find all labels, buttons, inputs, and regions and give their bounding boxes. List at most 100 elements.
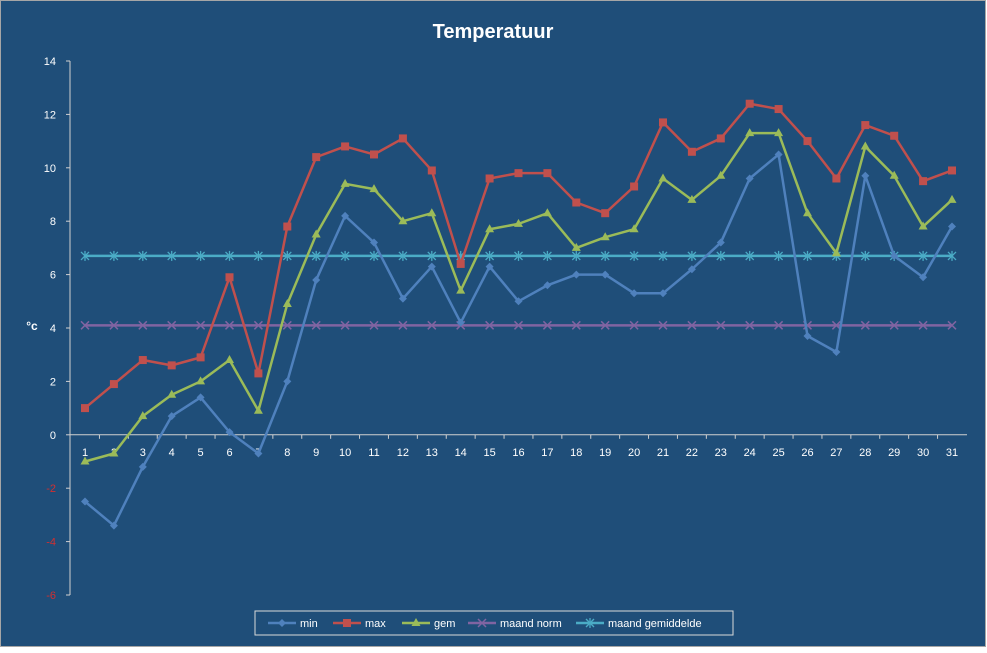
data-point-gem bbox=[514, 218, 523, 227]
data-point-maand-norm bbox=[340, 320, 350, 330]
data-point-maand-norm-stroke bbox=[109, 320, 119, 330]
axes: -6-4-20246810121412345678910111213141516… bbox=[44, 56, 967, 602]
data-point-maand-gemiddelde bbox=[225, 250, 234, 261]
data-point-max bbox=[774, 105, 783, 114]
data-point-max bbox=[485, 174, 494, 183]
data-point-maand-norm-stroke bbox=[774, 320, 784, 330]
legend-label: min bbox=[300, 618, 318, 630]
data-point-maand-norm-stroke bbox=[745, 320, 755, 330]
data-point-max bbox=[861, 121, 870, 130]
x-tick-label: 17 bbox=[541, 447, 553, 459]
data-point-min bbox=[225, 428, 234, 437]
data-point-maand-norm bbox=[369, 320, 379, 330]
data-point-gem bbox=[629, 224, 639, 233]
legend-label: maand norm bbox=[500, 618, 562, 630]
data-point-maand-norm-stroke bbox=[687, 320, 697, 330]
legend-item-maand-norm: maand norm bbox=[468, 618, 562, 630]
data-point-maand-gemiddelde bbox=[167, 250, 177, 261]
x-tick-label: 12 bbox=[397, 447, 409, 459]
x-tick-label: 18 bbox=[570, 447, 582, 459]
data-point-maand-gemiddelde bbox=[253, 250, 263, 261]
data-point-maand-norm bbox=[831, 320, 841, 330]
series-max bbox=[81, 99, 956, 413]
data-point-maand-norm-stroke bbox=[571, 320, 581, 330]
data-point-min bbox=[659, 289, 667, 298]
data-point-gem bbox=[658, 173, 668, 182]
legend-swatch-marker-stroke bbox=[477, 618, 487, 628]
data-point-gem bbox=[947, 194, 957, 203]
data-point-min bbox=[630, 289, 639, 298]
x-tick-label: 26 bbox=[801, 447, 813, 459]
x-tick-label: 13 bbox=[426, 447, 438, 459]
data-point-maand-norm bbox=[253, 320, 263, 330]
legend-label: max bbox=[365, 618, 386, 630]
data-point-gem bbox=[456, 285, 466, 294]
data-point-max bbox=[832, 174, 841, 183]
series-min bbox=[81, 150, 956, 530]
data-point-maand-norm bbox=[196, 320, 206, 330]
data-point-min bbox=[832, 348, 841, 357]
data-point-gem bbox=[196, 376, 206, 385]
data-point-gem bbox=[745, 128, 755, 137]
data-point-maand-norm bbox=[687, 320, 697, 330]
data-point-maand-gemiddelde bbox=[282, 250, 292, 261]
legend-swatch-marker bbox=[411, 618, 421, 626]
data-point-min bbox=[716, 238, 725, 247]
x-tick-label: 11 bbox=[368, 447, 379, 459]
x-tick-label: 25 bbox=[772, 447, 784, 459]
data-point-max bbox=[138, 356, 147, 365]
data-point-maand-norm-stroke bbox=[427, 320, 437, 330]
data-point-maand-norm bbox=[947, 320, 957, 330]
data-point-gem bbox=[542, 208, 552, 217]
y-tick-label: 0 bbox=[50, 430, 56, 442]
data-point-maand-gemiddelde bbox=[745, 250, 755, 261]
legend-item-gem: gem bbox=[402, 618, 455, 630]
legend-item-max: max bbox=[333, 618, 386, 630]
legend-swatch-marker bbox=[477, 618, 487, 628]
data-point-maand-norm bbox=[167, 320, 177, 330]
data-point-maand-gemiddelde bbox=[514, 250, 523, 261]
data-point-maand-norm bbox=[918, 320, 928, 330]
data-point-min bbox=[774, 150, 783, 159]
data-point-min bbox=[687, 265, 696, 274]
y-tick-label: 2 bbox=[50, 376, 56, 388]
data-point-max bbox=[716, 134, 725, 143]
legend-item-maand-gemiddelde: maand gemiddelde bbox=[576, 618, 702, 630]
x-tick-label: 5 bbox=[198, 447, 204, 459]
x-tick-label: 24 bbox=[744, 447, 756, 459]
data-point-gem bbox=[831, 248, 841, 257]
y-tick-label: 4 bbox=[50, 323, 56, 335]
data-point-min bbox=[167, 412, 176, 421]
legend-swatch-marker bbox=[585, 618, 595, 628]
data-point-min bbox=[341, 211, 350, 220]
data-point-gem bbox=[427, 208, 437, 217]
legend: min max gem maand norm maand gemiddelde bbox=[254, 610, 734, 636]
x-tick-label: 30 bbox=[917, 447, 929, 459]
data-point-maand-norm-stroke bbox=[253, 320, 263, 330]
data-point-maand-gemiddelde bbox=[571, 250, 581, 261]
data-point-gem bbox=[138, 411, 148, 420]
data-point-max bbox=[283, 222, 292, 231]
data-point-gem bbox=[282, 298, 292, 307]
data-point-min bbox=[312, 275, 321, 284]
data-point-min bbox=[485, 262, 494, 271]
data-point-max bbox=[601, 209, 610, 218]
data-point-gem bbox=[340, 178, 350, 187]
data-point-maand-gemiddelde bbox=[803, 250, 812, 261]
data-point-min bbox=[572, 270, 581, 279]
data-point-min bbox=[138, 462, 147, 471]
data-point-maand-norm-stroke bbox=[542, 320, 552, 330]
data-point-maand-norm bbox=[224, 320, 235, 330]
data-point-maand-norm bbox=[282, 320, 292, 330]
x-tick-label: 6 bbox=[226, 447, 232, 459]
data-point-maand-gemiddelde bbox=[542, 250, 552, 261]
y-tick-label: 12 bbox=[44, 109, 56, 121]
data-point-max bbox=[687, 147, 696, 156]
data-point-min bbox=[745, 174, 754, 183]
data-point-maand-norm bbox=[745, 320, 755, 330]
data-point-max bbox=[312, 153, 321, 162]
data-point-maand-gemiddelde bbox=[485, 250, 495, 261]
data-point-maand-norm-stroke bbox=[224, 320, 235, 330]
